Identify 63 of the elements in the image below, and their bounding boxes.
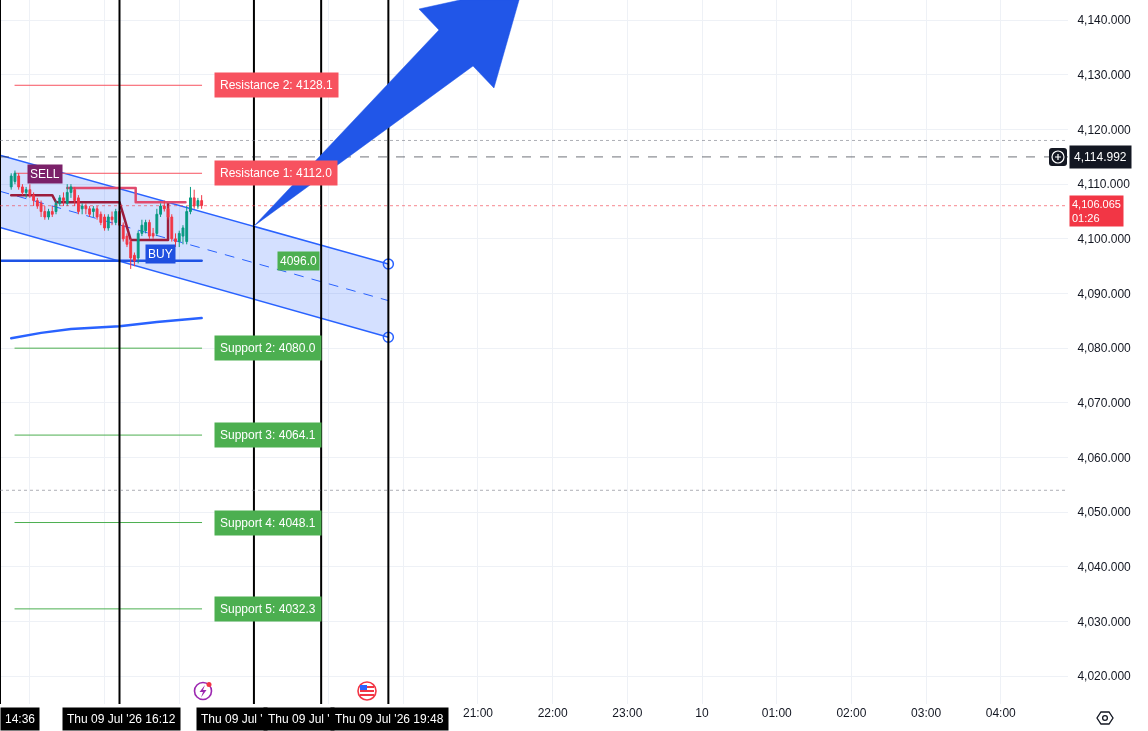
ref-line-label: 14:36 <box>5 712 36 726</box>
y-tick-label: 4,060.000 <box>1077 450 1132 465</box>
candlestick <box>47 208 50 221</box>
x-tick-label: 21:00 <box>462 706 494 720</box>
line-series <box>9 316 203 340</box>
y-tick-label: 4,070.000 <box>1077 396 1132 411</box>
y-tick-label: 4,080.000 <box>1077 341 1132 356</box>
candlestick <box>106 213 110 232</box>
candlestick <box>84 202 88 215</box>
candlestick <box>62 191 65 207</box>
y-tick-label: 4,120.000 <box>1077 122 1132 137</box>
candlestick <box>50 205 54 218</box>
y-tick-label: 4,110.000 <box>1077 177 1131 192</box>
candlestick <box>88 205 92 218</box>
x-tick-label: 23:00 <box>612 706 643 720</box>
annotation: 4096.0 <box>280 254 318 268</box>
y-tick-label: 4,040.000 <box>1077 560 1132 575</box>
ref-line-label: 4,106.065 01:26 <box>1072 198 1121 225</box>
line-series <box>9 193 170 242</box>
x-tick-label: 01:00 <box>761 706 793 720</box>
y-tick-label: 4,030.000 <box>1077 614 1132 629</box>
candlestick <box>196 197 200 210</box>
x-tick-label: 22:00 <box>537 706 569 720</box>
candlestick <box>144 219 148 234</box>
x-tick-label: 04:00 <box>985 706 1017 720</box>
series-label: Resistance 1: 4112.0 <box>220 166 333 180</box>
candlestick <box>114 208 118 226</box>
candlestick <box>147 219 151 240</box>
series-label: Support 4: 4048.1 <box>220 516 316 530</box>
x-tick-label: 03:00 <box>911 706 942 720</box>
candlestick <box>121 221 125 243</box>
x-tick-label: 02:00 <box>836 706 867 720</box>
candlestick <box>110 211 114 226</box>
candlestick <box>43 205 47 221</box>
candlestick <box>103 213 106 232</box>
ref-line-label: Thu 09 Jul '26 16:12 <box>67 712 176 726</box>
candlestick <box>9 172 13 191</box>
y-tick-label: 4,130.000 <box>1077 68 1132 83</box>
y-tick-label: 4,100.000 <box>1077 232 1132 247</box>
ref-line-label: Thu 09 Jul ' <box>268 712 330 726</box>
series-label: Resistance 2: 4128.1 <box>220 78 334 92</box>
candlestick <box>39 200 43 218</box>
ref-line-label: Thu 09 Jul '26 19:48 <box>335 712 444 726</box>
candlestick <box>200 194 204 210</box>
annotation: SELL <box>30 167 60 181</box>
x-tick-label: 10 <box>695 706 710 720</box>
candlestick <box>80 202 84 215</box>
candlestick <box>192 189 196 210</box>
y-tick-label: 4,140.000 <box>1077 13 1132 28</box>
y-tick-label: 4,050.000 <box>1077 505 1132 520</box>
ref-line-label: 4,114.992 <box>1074 150 1127 164</box>
y-tick-label: 4,020.000 <box>1077 669 1132 684</box>
candlestick <box>91 205 95 218</box>
series-label: Support 2: 4080.0 <box>220 341 316 355</box>
annotation: BUY <box>148 247 173 261</box>
series-label: Support 3: 4064.1 <box>220 428 316 442</box>
candlestick <box>24 186 28 199</box>
candlestick <box>65 183 69 207</box>
ref-line-label: Thu 09 Jul ' <box>201 712 263 726</box>
series-label: Support 5: 4032.3 <box>220 602 316 616</box>
candlestick <box>95 205 99 221</box>
y-tick-label: 4,090.000 <box>1077 286 1132 301</box>
candlestick <box>17 172 21 191</box>
